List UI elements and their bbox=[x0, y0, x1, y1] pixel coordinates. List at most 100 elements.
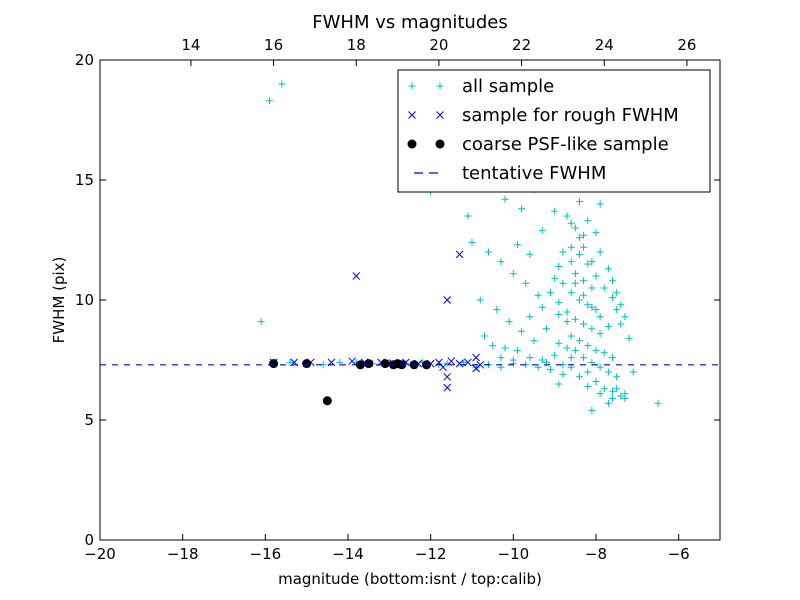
data-point bbox=[604, 399, 612, 407]
data-point bbox=[596, 390, 604, 398]
y-tick-label: 10 bbox=[75, 291, 94, 309]
data-point bbox=[571, 315, 579, 323]
legend-box bbox=[397, 69, 711, 193]
data-point bbox=[592, 229, 600, 237]
legend-marker bbox=[436, 111, 444, 119]
data-point bbox=[286, 358, 294, 366]
data-point bbox=[269, 359, 279, 369]
data-point bbox=[348, 357, 356, 366]
data-point bbox=[559, 279, 567, 287]
data-point bbox=[580, 354, 588, 362]
series-x bbox=[269, 250, 485, 392]
top-tick-label: 22 bbox=[512, 36, 531, 54]
data-point bbox=[538, 356, 546, 364]
data-point bbox=[596, 313, 604, 321]
data-point bbox=[501, 344, 509, 352]
x-tick-label: −12 bbox=[415, 545, 447, 563]
data-point bbox=[600, 385, 608, 393]
x-tick-label: −10 bbox=[498, 545, 530, 563]
top-tick-label: 24 bbox=[595, 36, 614, 54]
data-point bbox=[580, 243, 588, 251]
x-tick-label: −8 bbox=[585, 545, 607, 563]
data-point bbox=[472, 353, 480, 362]
legend-marker bbox=[408, 82, 416, 90]
data-point bbox=[518, 205, 526, 213]
data-point bbox=[575, 250, 583, 258]
x-tick-label: −14 bbox=[332, 545, 364, 563]
data-point bbox=[501, 195, 509, 203]
data-point bbox=[567, 332, 575, 340]
data-point bbox=[497, 354, 505, 362]
data-point bbox=[571, 270, 579, 278]
y-tick-label: 15 bbox=[75, 171, 94, 189]
data-point bbox=[555, 339, 563, 347]
data-point bbox=[575, 234, 583, 242]
data-point bbox=[571, 279, 579, 287]
data-point bbox=[580, 231, 588, 239]
data-point bbox=[567, 289, 575, 297]
series-plus bbox=[257, 80, 662, 414]
data-point bbox=[551, 274, 559, 282]
data-point bbox=[513, 346, 521, 354]
data-point bbox=[588, 303, 596, 311]
legend-label: coarse PSF-like sample bbox=[462, 134, 669, 155]
top-tick-label: 16 bbox=[264, 36, 283, 54]
data-point bbox=[547, 289, 555, 297]
legend-label: sample for rough FWHM bbox=[462, 105, 679, 126]
data-point bbox=[559, 370, 567, 378]
data-point bbox=[584, 260, 592, 268]
x-tick-label: −20 bbox=[84, 545, 116, 563]
data-point bbox=[617, 392, 625, 400]
legend-label: all sample bbox=[462, 76, 554, 97]
data-point bbox=[592, 346, 600, 354]
legend-marker bbox=[436, 82, 444, 90]
data-point bbox=[493, 306, 501, 314]
data-point bbox=[580, 277, 588, 285]
data-point bbox=[551, 207, 559, 215]
data-point bbox=[551, 351, 559, 359]
data-point bbox=[588, 406, 596, 414]
top-tick-label: 20 bbox=[429, 36, 448, 54]
data-point bbox=[575, 373, 583, 381]
data-point bbox=[613, 385, 621, 393]
y-tick-label: 0 bbox=[84, 531, 94, 549]
data-point bbox=[497, 258, 505, 266]
data-point bbox=[584, 342, 592, 350]
data-point bbox=[584, 368, 592, 376]
data-point bbox=[555, 298, 563, 306]
data-point bbox=[609, 277, 617, 285]
data-point bbox=[485, 248, 493, 256]
data-point bbox=[609, 387, 617, 395]
data-point bbox=[584, 382, 592, 390]
data-point bbox=[592, 378, 600, 386]
data-point bbox=[538, 303, 546, 311]
data-point bbox=[509, 270, 517, 278]
data-point bbox=[613, 289, 621, 297]
data-point bbox=[355, 360, 365, 370]
data-point bbox=[625, 334, 633, 342]
data-point bbox=[464, 212, 472, 220]
legend-marker bbox=[435, 139, 445, 149]
bottom-axis-ticks: −20 −18 −16 −14 −12 −10 −8 −6 bbox=[84, 534, 690, 563]
data-point bbox=[522, 279, 530, 287]
data-point bbox=[571, 224, 579, 232]
y-axis-label: FWHM (pix) bbox=[50, 257, 68, 344]
data-point bbox=[600, 349, 608, 357]
data-point bbox=[380, 359, 390, 369]
y-tick-label: 20 bbox=[75, 51, 94, 69]
data-point bbox=[629, 368, 637, 376]
data-point bbox=[509, 356, 517, 364]
data-point bbox=[600, 284, 608, 292]
data-point bbox=[592, 272, 600, 280]
legend-marker bbox=[407, 139, 417, 149]
data-point bbox=[575, 296, 583, 304]
data-point bbox=[575, 198, 583, 206]
data-point bbox=[621, 390, 629, 398]
x-tick-label: −18 bbox=[167, 545, 199, 563]
data-point bbox=[580, 320, 588, 328]
data-point bbox=[257, 318, 265, 326]
data-point bbox=[526, 313, 534, 321]
data-point bbox=[563, 344, 571, 352]
data-point bbox=[352, 272, 361, 280]
data-point bbox=[555, 380, 563, 388]
